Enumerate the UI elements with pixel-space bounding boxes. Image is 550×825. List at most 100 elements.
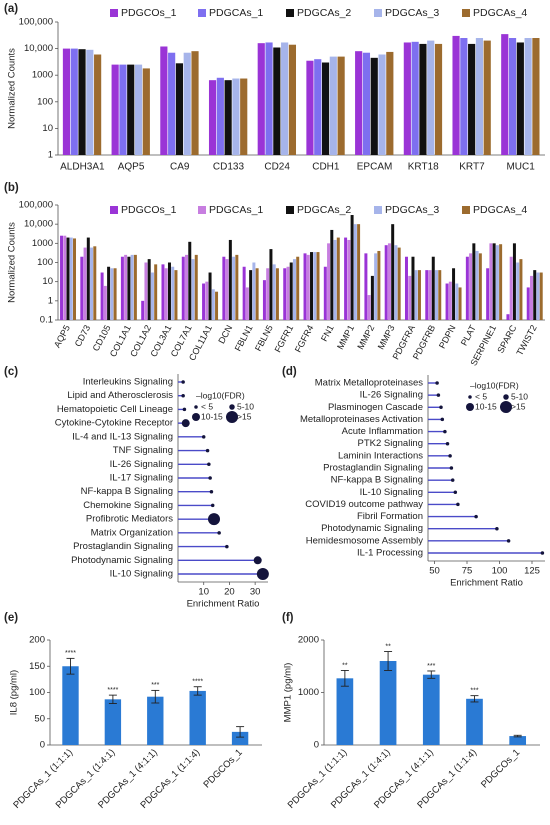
bar (501, 34, 509, 155)
size-legend-title: –log10(FDR) (196, 390, 245, 400)
bar (240, 78, 248, 155)
legend-label: PDGCOs_1 (121, 204, 177, 216)
bar (379, 661, 397, 745)
bar (428, 270, 432, 320)
x-axis-label: Enrichment Ratio (450, 578, 523, 589)
bar (242, 266, 246, 320)
bar (191, 259, 195, 320)
bar (100, 272, 104, 320)
bar (83, 247, 87, 320)
category-label: Profibrotic Mediators (86, 514, 173, 525)
bar (408, 275, 412, 320)
bar (269, 249, 273, 320)
error-bar (236, 726, 245, 738)
bar (175, 63, 184, 155)
error-bar (470, 695, 479, 703)
x-tick-label: CD24 (264, 162, 290, 173)
x-tick-label: CD105 (91, 323, 113, 352)
bar (314, 59, 322, 155)
size-legend-label: 5-10 (237, 401, 254, 411)
bar (367, 295, 371, 320)
bar (508, 38, 517, 155)
size-legend-label: 10-15 (201, 411, 223, 421)
bar (194, 254, 198, 320)
dot (495, 526, 499, 531)
significance: **** (65, 650, 76, 657)
error-bar (427, 670, 436, 679)
bar (478, 253, 482, 320)
dot (181, 393, 185, 398)
dot (449, 466, 454, 470)
category-label: Chemokine Signaling (83, 500, 173, 511)
x-tick-label: CA9 (170, 162, 190, 173)
bar (394, 245, 398, 320)
y-tick-label: 100 (29, 687, 45, 698)
bar (232, 78, 240, 155)
bar (465, 256, 469, 320)
bar (275, 268, 279, 320)
panel-label: (f) (282, 612, 294, 624)
bar (387, 243, 391, 320)
dot (182, 407, 187, 412)
bar (111, 64, 119, 155)
bar (228, 239, 232, 320)
x-tick-label: 50 (429, 566, 440, 577)
bar (445, 283, 449, 320)
bar (489, 243, 493, 320)
dot (506, 539, 511, 543)
bar (103, 285, 107, 320)
bar (119, 64, 127, 155)
category-label: COVID19 outcome pathway (305, 499, 423, 510)
bar (333, 239, 337, 320)
bar (414, 270, 418, 320)
bar (86, 237, 90, 320)
category-label: Photodynamic Signaling (321, 523, 423, 534)
category-label: Photodynamic Signaling (71, 555, 173, 566)
bar (529, 275, 533, 320)
bar (310, 252, 314, 320)
legend-swatch (462, 9, 470, 17)
bar (113, 268, 117, 320)
bar (70, 48, 78, 155)
bar (452, 268, 456, 320)
x-tick-label: MMP3 (376, 323, 397, 351)
bar (438, 270, 442, 320)
category-label: Prostaglandin Signaling (73, 541, 173, 552)
bar (283, 268, 287, 320)
dot (450, 478, 455, 482)
legend-label: PDGCAs_3 (385, 7, 439, 19)
category-label: Laminin Interactions (338, 450, 423, 461)
dot (256, 568, 269, 580)
bar (191, 51, 199, 155)
y-tick-label: 1000 (32, 238, 53, 249)
y-tick-label: 10 (42, 123, 53, 134)
bar (211, 289, 215, 320)
bar (292, 259, 296, 320)
category-label: Acute Inflammation (342, 426, 423, 437)
bar (272, 264, 276, 320)
dot (181, 380, 185, 384)
y-tick-label: 1 (48, 295, 53, 306)
bar (533, 270, 537, 320)
significance: *** (151, 682, 159, 689)
bar (306, 254, 310, 320)
category-label: Lipid and Atherosclerosis (67, 390, 173, 401)
bar (347, 239, 351, 320)
bar (257, 43, 265, 155)
bar (404, 256, 408, 320)
category-label: Fibril Formation (357, 511, 423, 522)
bar (60, 235, 64, 320)
category-label: IL-26 Signaling (360, 390, 423, 401)
bar (147, 696, 164, 745)
dot (448, 454, 452, 458)
category-label: Cytokine-Cytokine Receptor (55, 418, 173, 429)
size-legend-label: >15 (237, 411, 252, 421)
bar (216, 77, 224, 155)
x-tick-label: PDGCOs_1 (479, 747, 522, 790)
x-tick-label: PDGCOs_1 (201, 747, 244, 790)
legend-swatch (462, 206, 470, 214)
size-legend-label: < 5 (475, 391, 487, 401)
bar (519, 259, 523, 320)
bar (337, 56, 345, 155)
bar (536, 272, 540, 320)
